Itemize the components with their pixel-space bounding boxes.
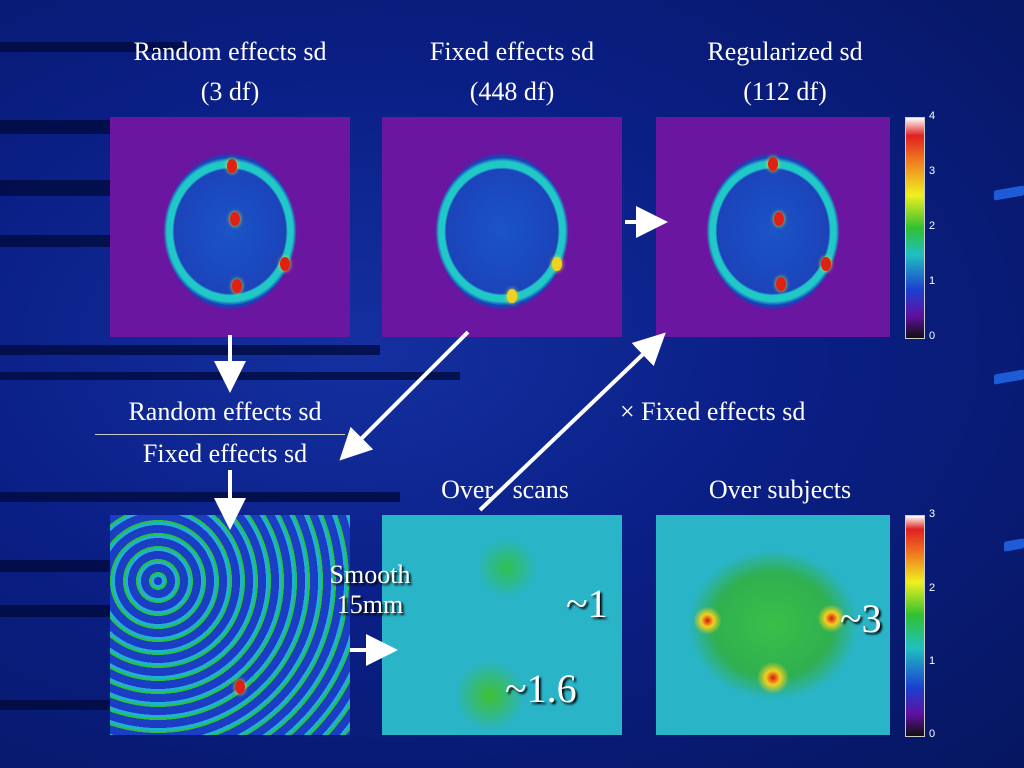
- hotspot: [235, 680, 245, 694]
- hotspot: [507, 289, 517, 303]
- annotation-approx-1-6: ~1.6: [505, 666, 577, 711]
- hotspot: [552, 257, 562, 271]
- arrow-fixed-to-ratio: [339, 330, 470, 461]
- bg-stripe: [0, 120, 110, 134]
- regularized-sd-map: [656, 117, 890, 337]
- title-line: Regularized sd: [707, 37, 863, 66]
- colorbar-tick: 0: [929, 728, 936, 740]
- hotspot: [774, 212, 784, 226]
- hotspot: [776, 277, 786, 291]
- ratio-denominator: Fixed effects sd: [142, 439, 308, 468]
- ratio-map: [110, 515, 350, 735]
- colorbar-tick: 2: [929, 582, 936, 594]
- over-subjects-map: [656, 515, 890, 735]
- title-line: (3 df): [200, 77, 260, 106]
- colorbar-tick: 0: [929, 330, 936, 342]
- colorbar-tick: 2: [929, 220, 936, 232]
- title-line: (448 df): [469, 77, 555, 106]
- times-fixed-effects: × Fixed effects sd: [620, 397, 806, 426]
- over-scans-label: Over scans: [441, 475, 569, 504]
- hotspot: [227, 159, 237, 173]
- bg-stripe: [0, 560, 110, 572]
- bg-stripe: [0, 492, 400, 502]
- over-scans-map: [382, 515, 622, 735]
- hotspot: [230, 212, 240, 226]
- annotation-approx-1: ~1: [566, 581, 608, 626]
- hotspot: [821, 257, 831, 271]
- hotspot: [280, 257, 290, 271]
- title-line: (112 df): [743, 77, 827, 106]
- over-subjects-label: Over subjects: [708, 475, 852, 504]
- colorbar-tick: 4: [929, 110, 936, 122]
- title-fixed-effects: Fixed effects sd (448 df): [382, 32, 642, 112]
- arrow-scans-to-regularized: [478, 332, 666, 512]
- title-line: Random effects sd: [133, 37, 327, 66]
- fraction-bar: [95, 434, 345, 435]
- colorbar-tick: 1: [929, 655, 936, 667]
- smooth-label: Smooth 15mm: [300, 560, 440, 620]
- bg-stripe: [0, 345, 380, 355]
- title-regularized: Regularized sd (112 df): [660, 32, 910, 112]
- smooth-line: Smooth: [329, 560, 411, 589]
- bg-stripe: [0, 700, 110, 710]
- colorbar-tick: 1: [929, 275, 936, 287]
- bg-stripe: [0, 235, 110, 247]
- colorbar-top: [905, 117, 925, 339]
- bg-stripe: [0, 605, 110, 617]
- random-effects-sd-map: [110, 117, 350, 337]
- title-line: Fixed effects sd: [429, 37, 595, 66]
- ratio-numerator: Random effects sd: [128, 397, 322, 426]
- annotation-approx-3: ~3: [840, 596, 882, 641]
- bg-stripe: [0, 42, 190, 52]
- colorbar-tick: 3: [929, 508, 936, 520]
- colorbar-tick: 3: [929, 165, 936, 177]
- colorbar-bottom: [905, 515, 925, 737]
- fixed-effects-sd-map: [382, 117, 622, 337]
- hotspot: [232, 279, 242, 293]
- smooth-line: 15mm: [336, 590, 404, 619]
- hotspot: [768, 157, 778, 171]
- title-random-effects: Random effects sd (3 df): [90, 32, 370, 112]
- bg-stripe: [0, 180, 110, 196]
